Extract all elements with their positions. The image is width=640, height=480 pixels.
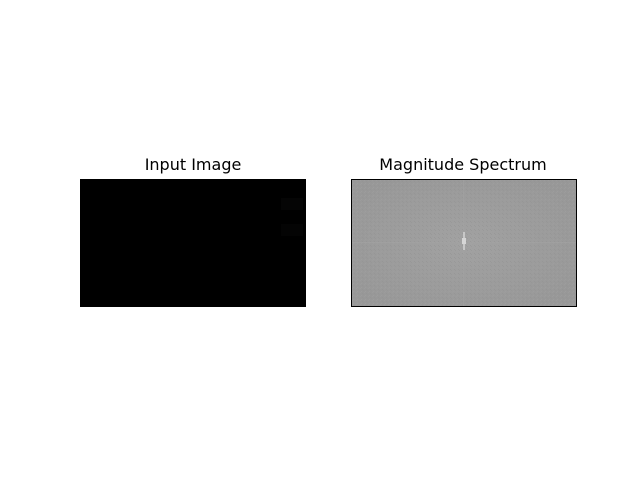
magnitude-spectrum-panel [351,179,577,307]
magnitude-spectrum-title: Magnitude Spectrum [379,155,547,174]
input-image-fill [81,180,305,306]
input-image-canvas [81,180,305,306]
magnitude-spectrum-canvas [352,180,576,306]
input-image-texture [281,198,303,210]
input-image-texture [281,224,303,236]
input-image-panel [80,179,306,307]
spectrum-dc-core [462,238,466,244]
input-image-title: Input Image [144,155,242,174]
